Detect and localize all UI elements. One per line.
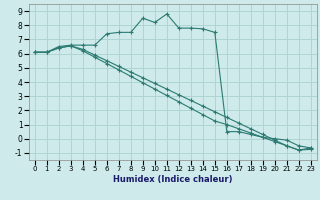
X-axis label: Humidex (Indice chaleur): Humidex (Indice chaleur)	[113, 175, 233, 184]
